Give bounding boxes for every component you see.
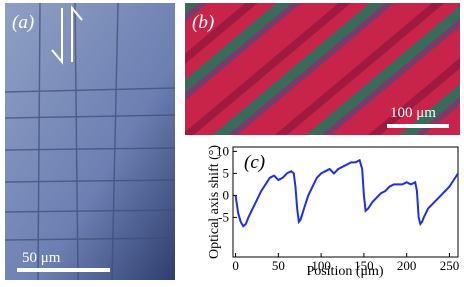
- micrograph-a: [5, 3, 175, 280]
- y-tick-label: 10: [216, 143, 229, 158]
- x-tick-label: 200: [397, 258, 417, 273]
- x-axis-label: Position (μm): [306, 264, 383, 279]
- shear-arrows: [51, 5, 83, 65]
- panel-c: (c) Position (μm) Optical axis shift (°)…: [207, 143, 459, 279]
- scale-bar: [387, 124, 449, 128]
- panel-label: (c): [244, 152, 265, 173]
- grid-texture: [4, 2, 176, 281]
- x-tick-label: 50: [272, 258, 285, 273]
- plot-frame: [232, 146, 459, 258]
- x-tick-label: 250: [440, 258, 460, 273]
- scale-bar: [17, 268, 110, 272]
- panel-b: (b) 100 μm: [185, 3, 460, 135]
- y-tick-label: 5: [223, 165, 230, 180]
- x-tick-label: 150: [354, 258, 374, 273]
- y-tick-label: -5: [218, 209, 229, 224]
- data-line: [234, 158, 459, 228]
- x-tick-label: 0: [232, 258, 239, 273]
- scale-bar-label: 100 μm: [390, 105, 436, 121]
- panel-a: (a) 50 μm: [4, 2, 176, 281]
- x-tick-label: 100: [311, 258, 331, 273]
- panel-label: (b): [192, 12, 214, 33]
- panel-label: (a): [12, 12, 34, 33]
- micrograph-b: [185, 3, 460, 135]
- y-axis-label: Optical axis shift (°): [207, 145, 222, 259]
- y-tick-label: 0: [223, 187, 230, 202]
- scale-bar-label: 50 μm: [22, 250, 61, 266]
